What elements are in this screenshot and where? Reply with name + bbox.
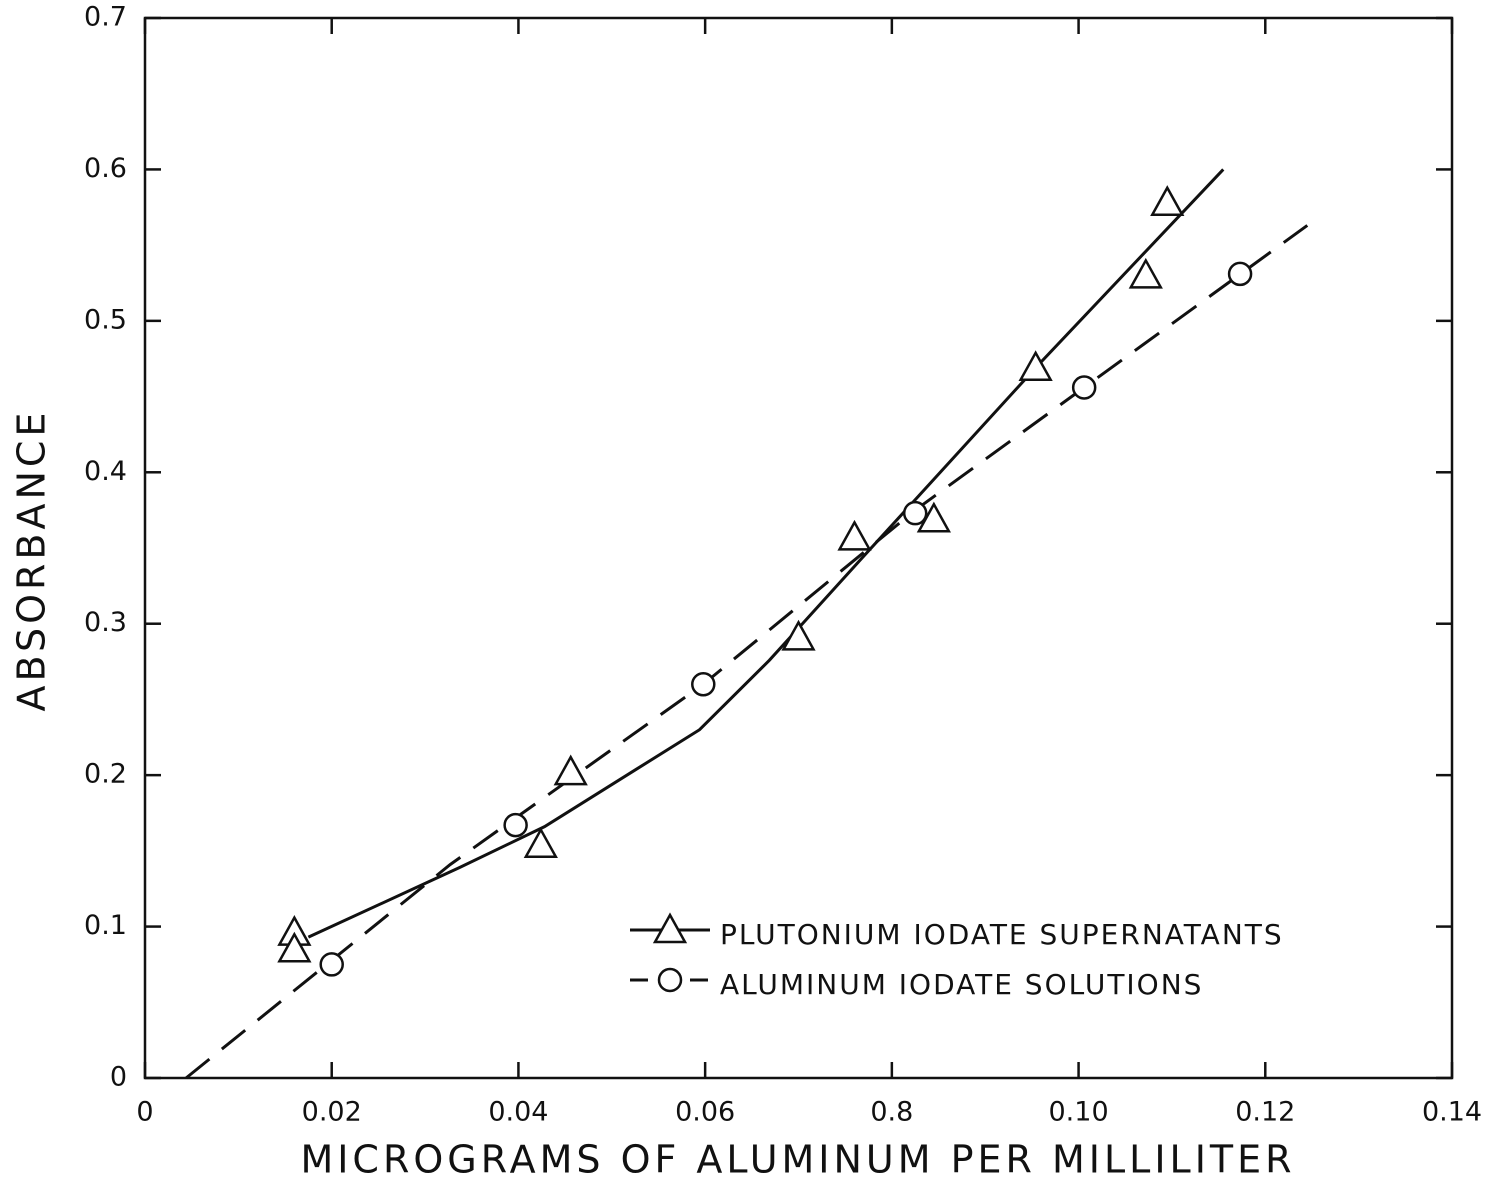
y-tick-label: 0.6 [84,153,127,184]
y-axis-title: ABSORBANCE [10,409,54,712]
triangle-marker [1018,350,1053,382]
triangle-marker [837,519,872,551]
y-tick-label: 0.4 [84,456,127,487]
x-tick-label: 0.10 [1049,1097,1109,1128]
y-tick-label: 0.5 [84,304,127,335]
x-tick-label: 0.04 [488,1097,548,1128]
x-tick-label: 0.02 [302,1097,362,1128]
y-tick-label: 0.2 [84,759,127,790]
legend-label: ALUMINUM IODATE SOLUTIONS [720,968,1203,1001]
triangle-marker [781,619,816,651]
triangle-marker [1150,185,1185,216]
triangle-marker [1128,257,1163,289]
x-tick-label: 0 [136,1097,153,1128]
fit-line [307,168,1225,939]
circle-marker [902,500,928,526]
triangle-marker [523,827,558,859]
y-tick-label: 0.3 [84,607,127,638]
x-tick-label: 0.06 [675,1097,735,1128]
circle-marker [503,812,528,838]
x-tick-label: 0.8 [870,1097,913,1128]
plot-frame [143,16,1454,1080]
x-tick-label: 0.12 [1235,1097,1295,1128]
y-tick-label: 0 [110,1062,127,1093]
circle-marker [691,672,716,697]
circle-marker [319,952,344,977]
legend-marker [657,967,683,993]
circle-marker [1227,261,1253,287]
y-tick-label: 0.7 [84,2,127,33]
x-tick-label: 0.14 [1422,1097,1482,1128]
triangle-marker [553,754,588,786]
x-axis-title: MICROGRAMS OF ALUMINUM PER MILLILITER [300,1138,1295,1182]
circle-marker [1071,375,1097,400]
legend-marker [652,912,688,944]
y-tick-label: 0.1 [84,910,127,941]
legend-label: PLUTONIUM IODATE SUPERNATANTS [720,918,1284,951]
triangle-marker [277,931,312,963]
